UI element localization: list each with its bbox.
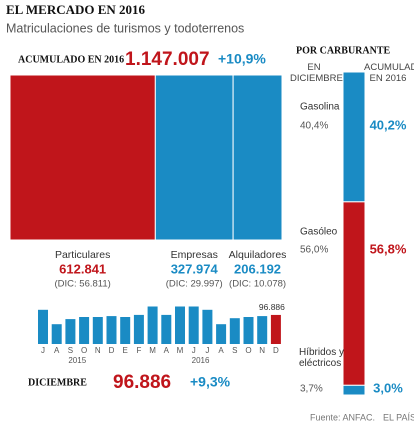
bar (51, 324, 62, 344)
x-tick-label: J (205, 346, 209, 355)
total: 1.147.007 (125, 49, 210, 70)
x-tick-label: S (68, 346, 73, 355)
bar (92, 317, 103, 344)
column-header: EN DICIEMBRE (290, 62, 343, 84)
category-label: Gasolina (300, 102, 340, 113)
x-tick-label: S (232, 346, 237, 355)
bar (175, 306, 185, 344)
segment (342, 71, 366, 203)
december-label: (DIC: 10.078) (229, 279, 286, 290)
x-tick-label: D (273, 346, 279, 355)
category-label: Híbridos y eléctricos (299, 347, 345, 369)
x-tick-label: A (218, 346, 224, 355)
december-label: 56,0% (300, 245, 328, 256)
bar (106, 316, 117, 344)
x-tick-label: E (123, 346, 128, 355)
change: +9,3% (190, 374, 231, 390)
x-tick-label: M (177, 346, 184, 355)
x-tick-label: N (259, 346, 265, 355)
x-tick-label: J (41, 346, 45, 355)
bar (257, 316, 268, 344)
bar (270, 314, 281, 344)
source: Fuente: ANFAC. (310, 412, 375, 422)
value-label: 612.841 (59, 261, 106, 276)
x-tick-label: F (136, 346, 141, 355)
year-label: 2015 (68, 356, 86, 365)
value-label: 3,0% (373, 380, 403, 395)
x-tick-label: A (54, 346, 60, 355)
x-tick-label: N (95, 346, 101, 355)
december-label: (DIC: 56.811) (55, 279, 111, 290)
section-title: ACUMULADO EN 2016 (18, 54, 124, 65)
bar (79, 317, 90, 344)
category-label: Empresas (171, 249, 218, 261)
section-title: DICIEMBRE (28, 377, 87, 388)
segment (232, 74, 283, 241)
x-tick-label: M (149, 346, 156, 355)
x-tick-label: O (81, 346, 87, 355)
bar (38, 309, 48, 344)
bar (161, 314, 172, 344)
value-label: 327.974 (171, 261, 219, 276)
subtitle: Matriculaciones de turismos y todoterren… (6, 21, 244, 35)
brand: EL PAÍS (383, 412, 414, 422)
value-label: 206.192 (234, 261, 281, 276)
total: 96.886 (113, 372, 171, 393)
segment (342, 384, 366, 396)
category-label: Alquiladores (229, 249, 287, 261)
year-label: 2016 (192, 356, 210, 365)
bar (65, 319, 76, 344)
december-label: 3,7% (300, 384, 323, 395)
section-title: POR CARBURANTE (296, 45, 391, 56)
value-label: 40,2% (370, 117, 407, 132)
x-tick-label: O (245, 346, 251, 355)
bar (229, 318, 240, 344)
change: +10,9% (218, 51, 266, 67)
bar (243, 317, 254, 344)
bar (120, 317, 131, 344)
x-tick-label: A (164, 346, 170, 355)
segment (154, 74, 234, 241)
december-label: 40,4% (300, 121, 328, 132)
category-label: Gasóleo (300, 227, 338, 238)
column-header: ACUMULADO EN 2016 (364, 62, 414, 84)
bar (188, 306, 199, 344)
bar (147, 306, 158, 344)
value-label: 96.886 (259, 302, 285, 312)
december-label: (DIC: 29.997) (166, 279, 223, 290)
bar (202, 309, 213, 344)
title: EL MERCADO EN 2016 (6, 2, 146, 17)
x-tick-label: D (109, 346, 115, 355)
bar (133, 314, 144, 344)
bar (216, 324, 227, 344)
value-label: 56,8% (370, 241, 407, 256)
category-label: Particulares (55, 249, 110, 261)
x-tick-label: J (192, 346, 196, 355)
segment (9, 74, 156, 241)
